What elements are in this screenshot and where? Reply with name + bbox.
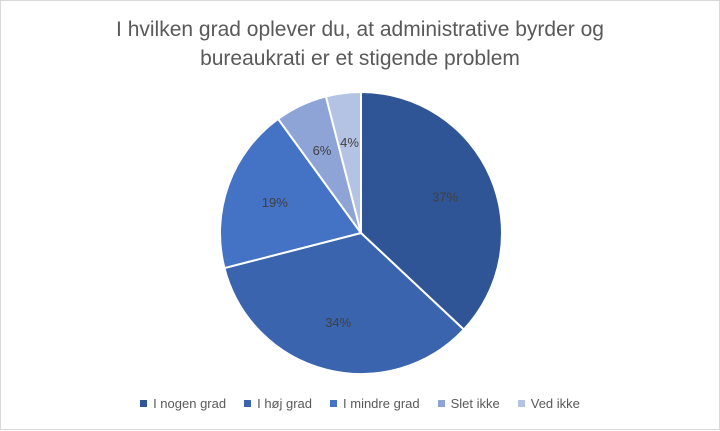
legend-label: Ved ikke — [530, 396, 580, 411]
legend-swatch-icon — [437, 400, 445, 407]
legend-swatch-icon — [330, 400, 338, 407]
data-label: 6% — [313, 143, 332, 158]
legend-label: I nogen grad — [153, 396, 227, 411]
legend-label: I mindre grad — [343, 396, 420, 411]
legend: I nogen grad I høj grad I mindre grad Slet … — [1, 396, 719, 411]
chart-title-line-1: I hvilken grad oplever du, at administra… — [116, 18, 604, 41]
legend-swatch-icon — [517, 400, 525, 407]
legend-item: Ved ikke — [517, 396, 580, 411]
data-label: 19% — [262, 195, 288, 210]
chart-title: I hvilken grad oplever du, at administra… — [1, 15, 719, 73]
legend-swatch-icon — [244, 400, 252, 407]
data-label: 37% — [432, 190, 458, 205]
legend-item: I nogen grad — [140, 396, 226, 411]
data-label: 4% — [340, 135, 359, 150]
pie-slice-i-mindre-grad — [219, 117, 363, 270]
chart-title-line-2: bureaukrati er et stigende problem — [200, 47, 520, 70]
legend-item: I mindre grad — [330, 396, 420, 411]
legend-item: I høj grad — [244, 396, 312, 411]
pie-slice-ved-ikke — [324, 90, 362, 234]
data-label: 34% — [325, 315, 351, 330]
legend-label: Slet ikke — [450, 396, 500, 411]
pie-slice-i-nogen-grad — [360, 90, 503, 331]
legend-item: Slet ikke — [437, 396, 500, 411]
legend-label: I høj grad — [257, 396, 313, 411]
pie-slice-i-høj-grad — [223, 231, 466, 375]
legend-swatch-icon — [140, 400, 148, 407]
